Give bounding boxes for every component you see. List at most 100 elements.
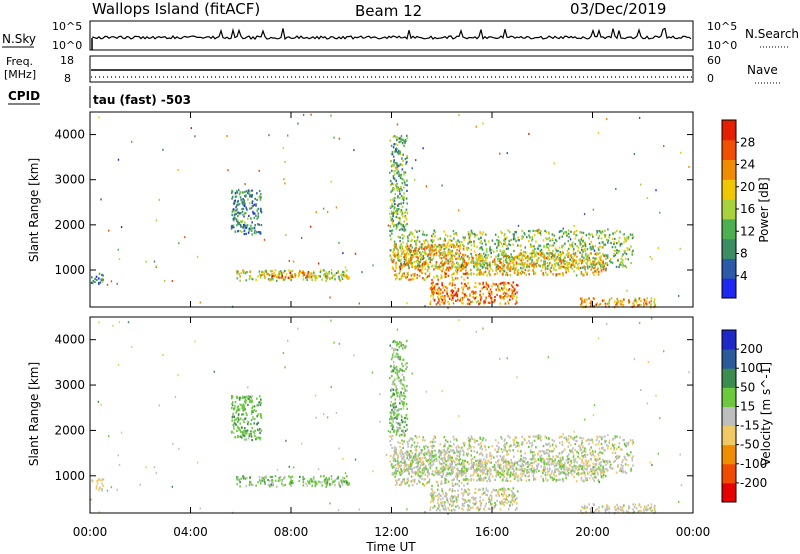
echo-cell (547, 265, 549, 268)
echo-cell (550, 270, 552, 273)
echo-cell (251, 195, 253, 198)
echo-cell (450, 256, 452, 259)
echo-cell (626, 236, 628, 239)
echo-cell (396, 276, 398, 279)
echo-cell (633, 304, 635, 307)
echo-cell (587, 473, 589, 476)
echo-cell (504, 243, 507, 246)
echo-cell (171, 280, 174, 282)
echo-cell (419, 252, 422, 255)
echo-cell (546, 473, 549, 476)
echo-cell (401, 245, 403, 248)
echo-cell (627, 464, 630, 467)
echo-cell (574, 443, 577, 446)
echo-cell (584, 245, 587, 248)
echo-cell (297, 122, 299, 125)
echo-cell (264, 482, 266, 486)
echo-cell (534, 468, 537, 472)
echo-cell (397, 137, 399, 141)
echo-cell (540, 259, 542, 262)
echo-cell (396, 182, 398, 185)
echo-cell (403, 192, 405, 195)
echo-cell (594, 458, 597, 461)
echo-cell (404, 216, 407, 219)
echo-cell (527, 435, 530, 438)
echo-cell (463, 450, 465, 453)
echo-cell (560, 265, 562, 268)
echo-cell (396, 212, 399, 215)
echo-cell (546, 273, 549, 276)
echo-cell (511, 503, 514, 506)
echo-cell (461, 470, 463, 473)
echo-cell (503, 242, 505, 246)
echo-cell (396, 208, 398, 211)
echo-cell (406, 478, 409, 481)
echo-cell (485, 487, 488, 490)
echo-cell (413, 274, 416, 277)
echo-cell (572, 465, 575, 469)
echo-cell (482, 283, 484, 286)
echo-cell (459, 297, 462, 300)
echo-cell (483, 252, 485, 255)
echo-cell (572, 264, 575, 267)
echo-cell (320, 269, 322, 272)
echo-cell (479, 474, 482, 477)
echo-cell (470, 248, 472, 251)
echo-cell (278, 271, 281, 274)
echo-cell (531, 264, 534, 267)
echo-cell (236, 477, 238, 480)
echo-cell (446, 291, 448, 294)
echo-cell (584, 250, 587, 253)
echo-cell (196, 255, 199, 258)
echo-cell (486, 471, 488, 474)
echo-cell (543, 254, 546, 257)
echo-cell (463, 256, 465, 259)
echo-cell (521, 230, 523, 233)
echo-cell (400, 464, 403, 467)
echo-cell (492, 465, 494, 468)
echo-cell (440, 245, 443, 249)
echo-cell (572, 252, 575, 255)
echo-cell (601, 436, 604, 439)
echo-cell (535, 460, 537, 463)
echo-cell (497, 244, 500, 247)
echo-cell (270, 277, 272, 280)
echo-cell (447, 269, 450, 272)
echo-cell (623, 442, 626, 445)
echo-cell (520, 269, 523, 272)
echo-cell (495, 283, 497, 286)
echo-cell (501, 245, 504, 248)
colorbar-swatch (722, 199, 736, 220)
echo-cell (594, 270, 596, 273)
echo-cell (315, 211, 317, 214)
echo-cell (522, 266, 525, 269)
echo-cell (397, 188, 400, 191)
colorbar-swatch (722, 159, 736, 180)
echo-cell (402, 224, 405, 227)
echo-cell (417, 472, 419, 475)
echo-cell (447, 259, 449, 262)
echo-cell (441, 465, 443, 469)
echo-cell (499, 508, 502, 511)
echo-cell (406, 263, 408, 266)
echo-cell (422, 255, 424, 258)
echo-cell (394, 470, 396, 474)
echo-cell (503, 445, 505, 448)
echo-cell (458, 484, 460, 487)
echo-cell (506, 266, 508, 269)
echo-cell (487, 264, 489, 267)
echo-cell (461, 497, 464, 500)
echo-cell (586, 453, 589, 456)
echo-cell (408, 453, 411, 456)
echo-cell (622, 265, 624, 268)
echo-cell (583, 244, 586, 247)
echo-cell (553, 460, 555, 463)
echo-cell (398, 222, 400, 225)
echo-cell (470, 496, 473, 499)
echo-cell (477, 473, 479, 476)
echo-cell (650, 297, 653, 300)
echo-cell (434, 470, 437, 473)
echo-cell (401, 442, 404, 445)
echo-cell (403, 455, 405, 458)
echo-cell (399, 218, 401, 221)
